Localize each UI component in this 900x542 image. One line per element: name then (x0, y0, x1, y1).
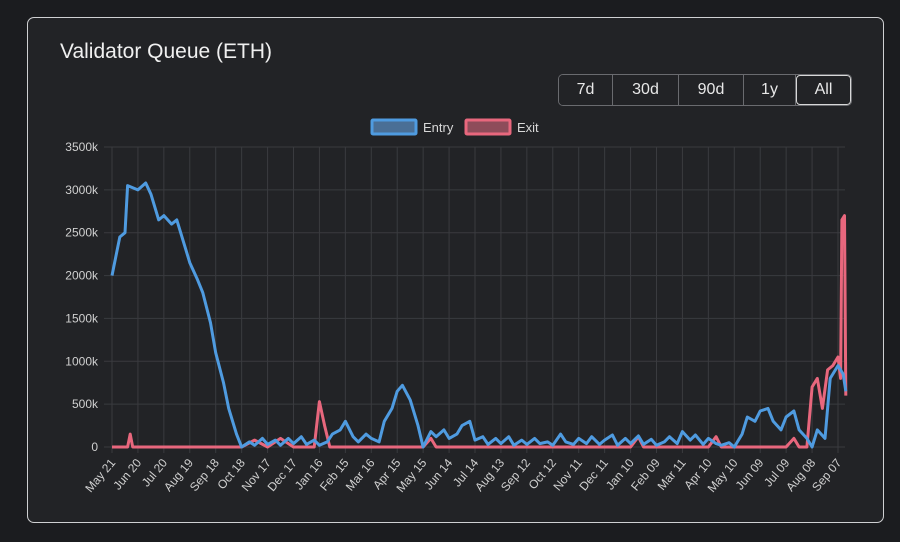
range-90d-button[interactable]: 90d (679, 75, 744, 105)
legend-exit-swatch[interactable] (464, 118, 512, 136)
x-tick-label: Sep 18 (187, 456, 222, 494)
x-tick-label: Jun 14 (421, 456, 455, 493)
legend-entry-swatch[interactable] (370, 118, 418, 136)
range-selector: 7d 30d 90d 1y All (558, 74, 852, 106)
legend: Entry Exit (370, 118, 539, 136)
x-tick-label: Feb 09 (628, 456, 663, 494)
y-tick-label: 2000k (65, 269, 99, 283)
chart-title: Validator Queue (ETH) (60, 40, 273, 63)
y-tick-label: 1500k (65, 311, 99, 325)
x-tick-label: Jun 20 (110, 456, 144, 493)
range-all-button[interactable]: All (796, 75, 851, 105)
y-tick-label: 2500k (65, 226, 99, 240)
y-tick-label: 0 (91, 440, 98, 454)
x-tick-label: Dec 11 (576, 456, 611, 494)
x-tick-label: Sep 07 (809, 456, 844, 494)
x-tick-label: Dec 17 (265, 456, 300, 494)
legend-exit-label[interactable]: Exit (517, 120, 539, 135)
legend-entry-label[interactable]: Entry (423, 120, 454, 135)
y-tick-label: 500k (72, 397, 99, 411)
y-tick-label: 3500k (65, 140, 99, 154)
x-tick-label: May 21 (82, 456, 118, 495)
x-tick-label: Mar 16 (343, 456, 378, 494)
exit-series-line (112, 214, 848, 449)
range-1y-button[interactable]: 1y (744, 75, 796, 105)
y-tick-label: 3000k (65, 183, 99, 197)
chart-card: Validator Queue (ETH) 7d 30d 90d 1y All (27, 17, 884, 523)
x-tick-label: Sep 12 (498, 456, 533, 494)
range-7d-button[interactable]: 7d (559, 75, 613, 105)
x-tick-label: Mar 11 (655, 456, 689, 493)
entry-series-line (110, 181, 848, 449)
x-tick-label: Jun 09 (733, 456, 767, 493)
range-30d-button[interactable]: 30d (613, 75, 679, 105)
y-tick-label: 1000k (65, 354, 99, 368)
